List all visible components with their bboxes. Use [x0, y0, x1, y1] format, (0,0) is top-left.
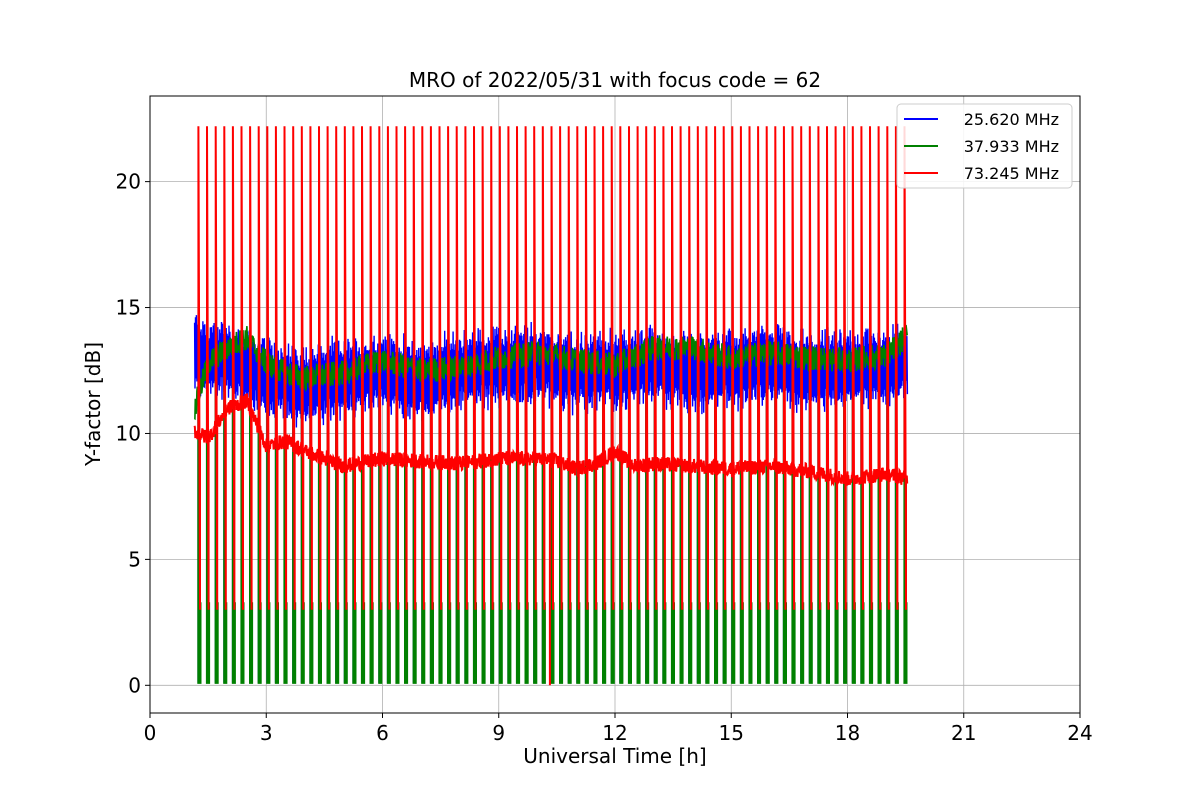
series-line-73245 [193, 393, 909, 487]
chart-title: MRO of 2022/05/31 with focus code = 62 [409, 68, 821, 92]
y-tick-label: 15 [116, 296, 141, 320]
legend-label: 25.620 MHz [964, 110, 1059, 129]
x-tick-label: 15 [719, 721, 744, 745]
plot-area [193, 126, 909, 686]
x-tick-label: 21 [951, 721, 976, 745]
y-tick-label: 20 [116, 170, 141, 194]
series-spikes-73245 [197, 126, 907, 686]
y-tick-label: 10 [116, 421, 141, 445]
ticks: 0 3 6 9 12 15 18 21 24 0 5 10 15 20 [116, 170, 1093, 745]
y-axis-label: Y-factor [dB] [81, 342, 105, 467]
legend: 25.620 MHz 37.933 MHz 73.245 MHz [896, 103, 1073, 189]
y-tick-label: 5 [128, 547, 141, 571]
x-tick-label: 6 [376, 721, 389, 745]
x-tick-label: 24 [1067, 721, 1092, 745]
y-tick-label: 0 [128, 673, 141, 697]
x-tick-label: 18 [835, 721, 860, 745]
x-tick-label: 3 [260, 721, 273, 745]
x-tick-label: 0 [144, 721, 157, 745]
x-tick-label: 9 [492, 721, 505, 745]
legend-label: 37.933 MHz [964, 137, 1059, 156]
series-dips-37933 [197, 338, 908, 684]
legend-box [896, 103, 1073, 189]
x-tick-label: 12 [602, 721, 627, 745]
legend-label: 73.245 MHz [964, 164, 1059, 183]
x-axis-label: Universal Time [h] [523, 744, 706, 768]
